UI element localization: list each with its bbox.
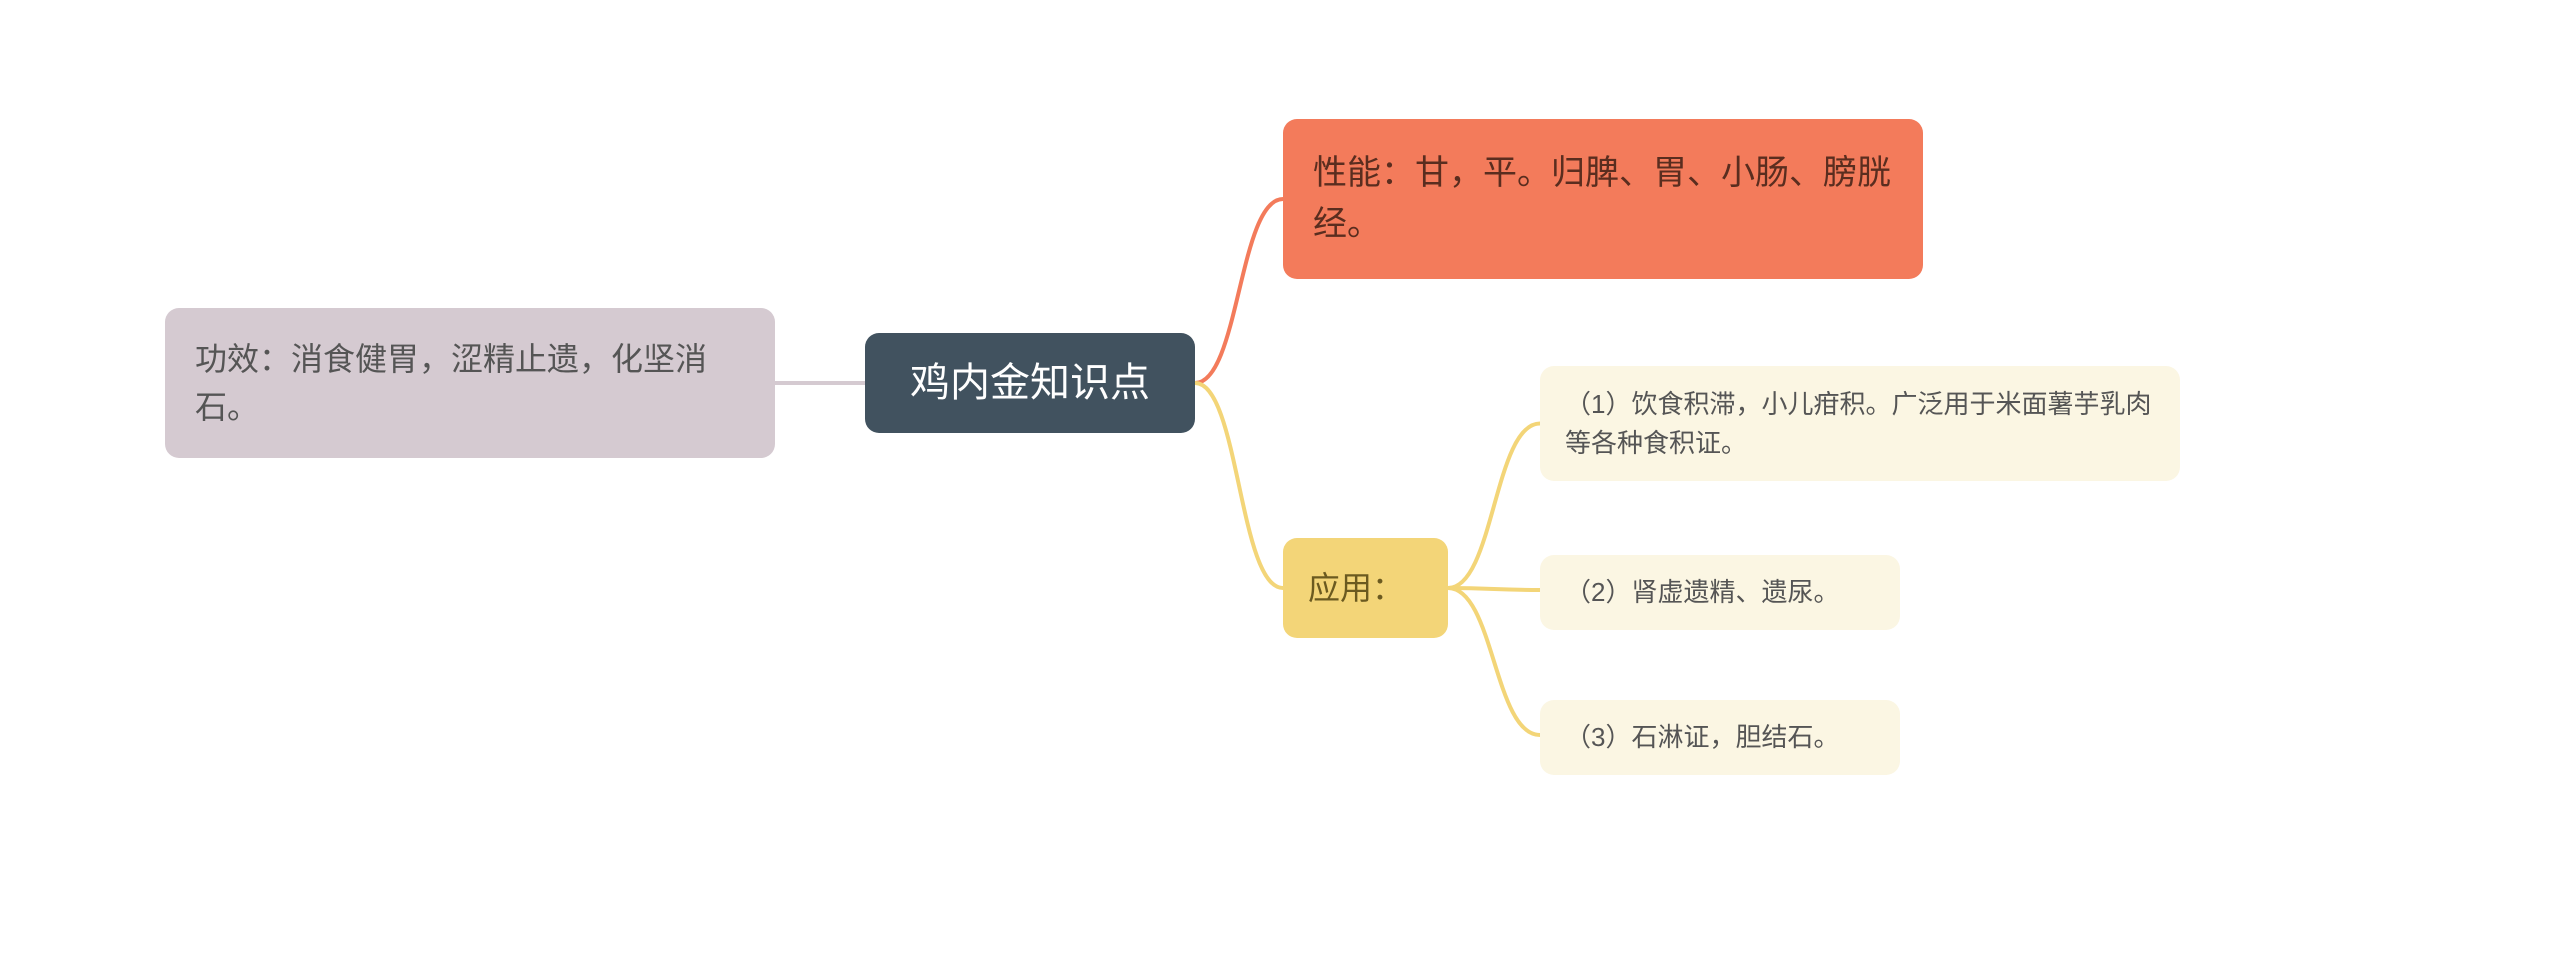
root-label: 鸡内金知识点 [910, 353, 1150, 413]
mindmap-node-application-item-1[interactable]: （1）饮食积滞，小儿疳积。广泛用于米面薯芋乳肉等各种食积证。 [1540, 366, 2180, 481]
mindmap-node-efficacy[interactable]: 功效：消食健胃，涩精止遗，化坚消石。 [165, 308, 775, 458]
efficacy-label: 功效：消食健胃，涩精止遗，化坚消石。 [195, 335, 745, 431]
mindmap-connectors [0, 0, 2560, 969]
mindmap-root-node[interactable]: 鸡内金知识点 [865, 333, 1195, 433]
application-item-3-label: （3）石淋证，胆结石。 [1565, 718, 1839, 757]
application-item-1-label: （1）饮食积滞，小儿疳积。广泛用于米面薯芋乳肉等各种食积证。 [1565, 385, 2155, 463]
application-label: 应用： [1308, 564, 1404, 612]
nature-label: 性能：甘，平。归脾、胃、小肠、膀胱经。 [1313, 148, 1893, 250]
mindmap-node-application-item-2[interactable]: （2）肾虚遗精、遗尿。 [1540, 555, 1900, 630]
mindmap-node-application[interactable]: 应用： [1283, 538, 1448, 638]
mindmap-node-nature[interactable]: 性能：甘，平。归脾、胃、小肠、膀胱经。 [1283, 119, 1923, 279]
mindmap-node-application-item-3[interactable]: （3）石淋证，胆结石。 [1540, 700, 1900, 775]
application-item-2-label: （2）肾虚遗精、遗尿。 [1565, 573, 1839, 612]
